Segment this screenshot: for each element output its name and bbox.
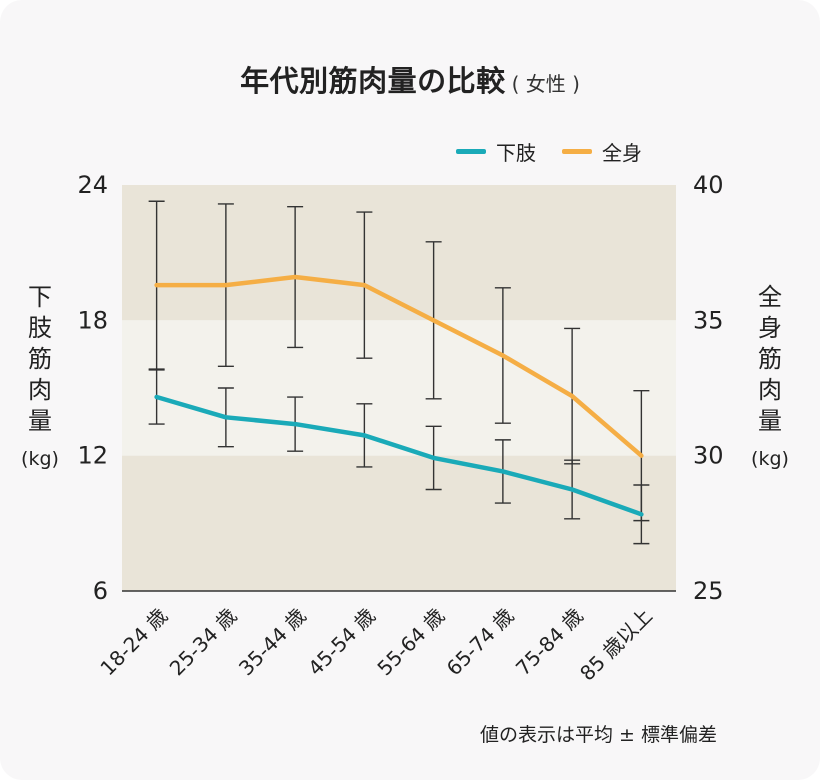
chart-title-row: 年代別筋肉量の比較( 女性 ) [0,58,820,100]
x-category-label: 55-64 歳 [372,604,449,681]
x-category-label: 25-34 歳 [165,604,242,681]
left-tick-label: 18 [77,306,108,334]
legend-swatch-lower-limb [456,148,486,154]
footnote: 値の表示は平均 ± 標準偏差 [480,724,717,746]
right-tick-label: 25 [693,577,724,605]
legend-item-whole-body: 全身 [562,137,642,166]
legend-label-lower-limb: 下肢 [496,140,536,165]
x-category-label: 45-54 歳 [303,604,380,681]
plot-band-0 [122,185,676,321]
series-line-whole-body [154,274,644,458]
right-tick-label: 30 [693,442,724,470]
right-axis-unit: (kg) [751,448,789,470]
chart-title: 年代別筋肉量の比較 [240,64,506,98]
right-tick-label: 40 [693,171,724,199]
legend: 下肢 全身 [456,137,668,166]
x-category-label: 85 歳以上 [575,604,657,686]
legend-label-whole-body: 全身 [602,140,642,165]
left-axis-title: 下肢筋肉量 [28,283,52,435]
x-category-label: 65-74 歳 [442,604,519,681]
x-category-label: 35-44 歳 [234,604,311,681]
left-tick-label: 24 [77,171,108,199]
legend-swatch-whole-body [562,148,592,154]
left-tick-label: 12 [77,442,108,470]
legend-item-lower-limb: 下肢 [456,137,536,166]
right-tick-label: 35 [693,306,724,334]
left-axis-label: 下肢筋肉量 (kg) [20,282,60,471]
chart-subtitle: ( 女性 ) [511,72,580,96]
plot-band-2 [122,455,676,591]
series-line-lower-limb [154,394,644,517]
left-tick-label: 6 [93,577,108,605]
right-axis-label: 全身筋肉量 (kg) [750,282,790,471]
right-axis-title: 全身筋肉量 [758,283,782,435]
plot-band-1 [122,320,676,456]
x-category-label: 18-24 歳 [95,604,172,681]
left-axis-unit: (kg) [21,448,59,470]
